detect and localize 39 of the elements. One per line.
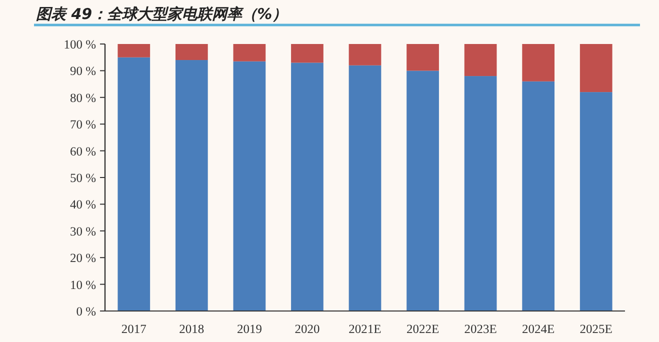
bar bbox=[580, 44, 612, 92]
y-tick-label: 50 % bbox=[70, 171, 96, 185]
x-tick-label: 2022E bbox=[406, 322, 440, 336]
y-tick-label: 30 % bbox=[70, 224, 96, 238]
bar bbox=[580, 92, 612, 311]
x-tick-label: 2018 bbox=[179, 322, 204, 336]
y-tick-label: 80 % bbox=[70, 90, 96, 105]
bar bbox=[464, 44, 497, 76]
bar bbox=[406, 44, 439, 71]
bar bbox=[291, 62, 324, 311]
bar bbox=[406, 70, 439, 311]
bar bbox=[291, 44, 324, 63]
y-tick-label: 60 % bbox=[70, 144, 96, 158]
y-tick-label: 70 % bbox=[70, 118, 96, 132]
y-tick-label: 10 % bbox=[70, 278, 96, 292]
y-tick-label: 0 % bbox=[76, 304, 96, 318]
y-tick-label: 20 % bbox=[70, 251, 96, 266]
bar bbox=[175, 44, 208, 60]
chart-title: 图表 49：全球大型家电联网率（%） bbox=[36, 5, 288, 23]
x-tick-label: 2020 bbox=[294, 322, 320, 336]
bar bbox=[233, 61, 266, 311]
x-tick-label: 2024E bbox=[522, 322, 556, 336]
bar bbox=[522, 44, 555, 82]
y-tick-label: 40 % bbox=[70, 198, 96, 212]
x-tick-label: 2017 bbox=[121, 322, 146, 336]
x-tick-label: 2025E bbox=[580, 322, 613, 336]
bar bbox=[118, 57, 150, 311]
bar bbox=[348, 65, 382, 311]
bar bbox=[348, 44, 382, 66]
bar bbox=[522, 81, 555, 311]
x-tick-label: 2021E bbox=[348, 322, 382, 336]
bar bbox=[464, 76, 497, 311]
bar bbox=[118, 44, 150, 58]
x-tick-label: 2023E bbox=[464, 322, 498, 336]
x-tick-label: 2019 bbox=[236, 322, 262, 336]
bar bbox=[175, 60, 208, 311]
y-tick-label: 90 % bbox=[70, 64, 96, 78]
bar bbox=[233, 44, 266, 62]
y-tick-label: 100 % bbox=[64, 38, 96, 52]
